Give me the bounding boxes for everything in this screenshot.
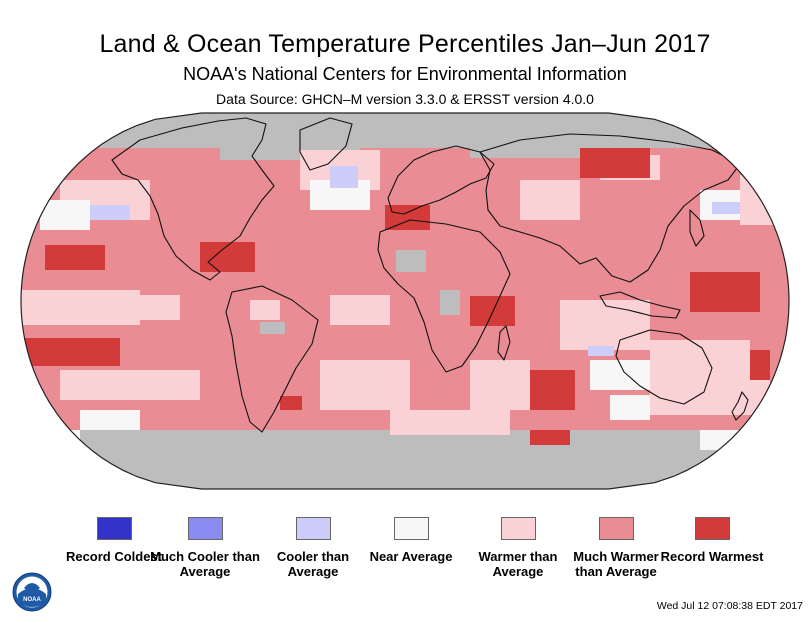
indonesia-outline xyxy=(599,291,681,319)
percentile-cell xyxy=(390,410,510,435)
legend-item-cooler: Cooler than Average xyxy=(258,517,368,579)
percentile-cell xyxy=(250,300,280,320)
legend-item-record-warmest: Record Warmest xyxy=(657,517,767,565)
japan-outline xyxy=(689,209,705,247)
percentile-cell xyxy=(530,430,570,445)
data-source: Data Source: GHCN–M version 3.3.0 & ERSS… xyxy=(216,91,594,107)
map-background xyxy=(21,113,789,489)
legend-swatch xyxy=(96,517,132,540)
legend-label: Record Warmest xyxy=(660,549,764,564)
percentile-cell xyxy=(260,322,285,334)
percentile-cell xyxy=(21,113,789,148)
percentile-cell xyxy=(90,205,130,220)
noaa-logo: NOAA xyxy=(12,572,52,612)
legend-swatch xyxy=(500,517,536,540)
percentile-cell xyxy=(610,395,650,420)
percentile-cell xyxy=(280,396,302,410)
percentile-cell xyxy=(200,242,255,272)
australia-outline xyxy=(615,329,713,405)
new-zealand-outline xyxy=(731,391,749,421)
noaa-logo-text: NOAA xyxy=(23,597,41,603)
map-subtitle: NOAA's National Centers for Environmenta… xyxy=(183,64,627,84)
percentile-cell xyxy=(120,295,180,320)
percentile-cell xyxy=(740,175,780,225)
percentile-cell xyxy=(396,250,426,272)
legend-item-warmer: Warmer than Average xyxy=(463,517,573,579)
percentile-cell xyxy=(580,148,650,178)
legend-label: Much Cooler than Average xyxy=(150,549,260,579)
percentile-cell xyxy=(330,166,358,188)
legend-swatch xyxy=(187,517,223,540)
north-america-outline xyxy=(111,117,275,281)
legend-item-much-cooler: Much Cooler than Average xyxy=(150,517,260,579)
percentile-cell xyxy=(21,430,789,489)
percentile-cell xyxy=(330,295,390,325)
percentile-cell xyxy=(560,300,650,350)
legend-label: Near Average xyxy=(369,549,453,564)
legend-swatch xyxy=(393,517,429,540)
africa-outline xyxy=(377,219,511,373)
map-title: Land & Ocean Temperature Percentiles Jan… xyxy=(99,30,711,58)
percentile-cell xyxy=(690,272,760,312)
percentile-cell xyxy=(385,205,430,230)
percentile-cell xyxy=(470,148,590,158)
percentile-cell xyxy=(650,340,750,380)
percentile-cell xyxy=(45,245,105,270)
legend-label: Much Warmer than Average xyxy=(573,549,659,579)
legend-label: Record Coldest xyxy=(65,549,163,564)
south-america-outline xyxy=(225,285,319,433)
legend-label: Warmer than Average xyxy=(478,549,558,579)
percentile-cell xyxy=(440,290,460,315)
legend-item-near-average: Near Average xyxy=(356,517,466,565)
legend-swatch xyxy=(598,517,634,540)
greenland-outline xyxy=(299,117,353,171)
legend-swatch xyxy=(694,517,730,540)
europe-outline xyxy=(387,145,495,215)
asia-outline xyxy=(479,133,741,283)
madagascar-outline xyxy=(497,325,511,361)
percentile-cell xyxy=(60,370,200,400)
percentile-cell xyxy=(650,380,770,415)
percentile-cell xyxy=(520,180,580,220)
percentile-cell xyxy=(80,410,140,430)
legend-label: Cooler than Average xyxy=(276,549,350,579)
timestamp: Wed Jul 12 07:08:38 EDT 2017 xyxy=(656,600,803,612)
legend-item-much-warmer: Much Warmer than Average xyxy=(561,517,671,579)
percentile-cell xyxy=(470,360,530,410)
legend-item-record-coldest: Record Coldest xyxy=(59,517,169,565)
percentile-cell xyxy=(588,346,614,356)
percentile-cell xyxy=(21,338,120,366)
percentile-cell xyxy=(320,360,410,410)
legend-swatch xyxy=(295,517,331,540)
percentile-cell xyxy=(40,200,90,230)
map-border xyxy=(20,112,790,490)
